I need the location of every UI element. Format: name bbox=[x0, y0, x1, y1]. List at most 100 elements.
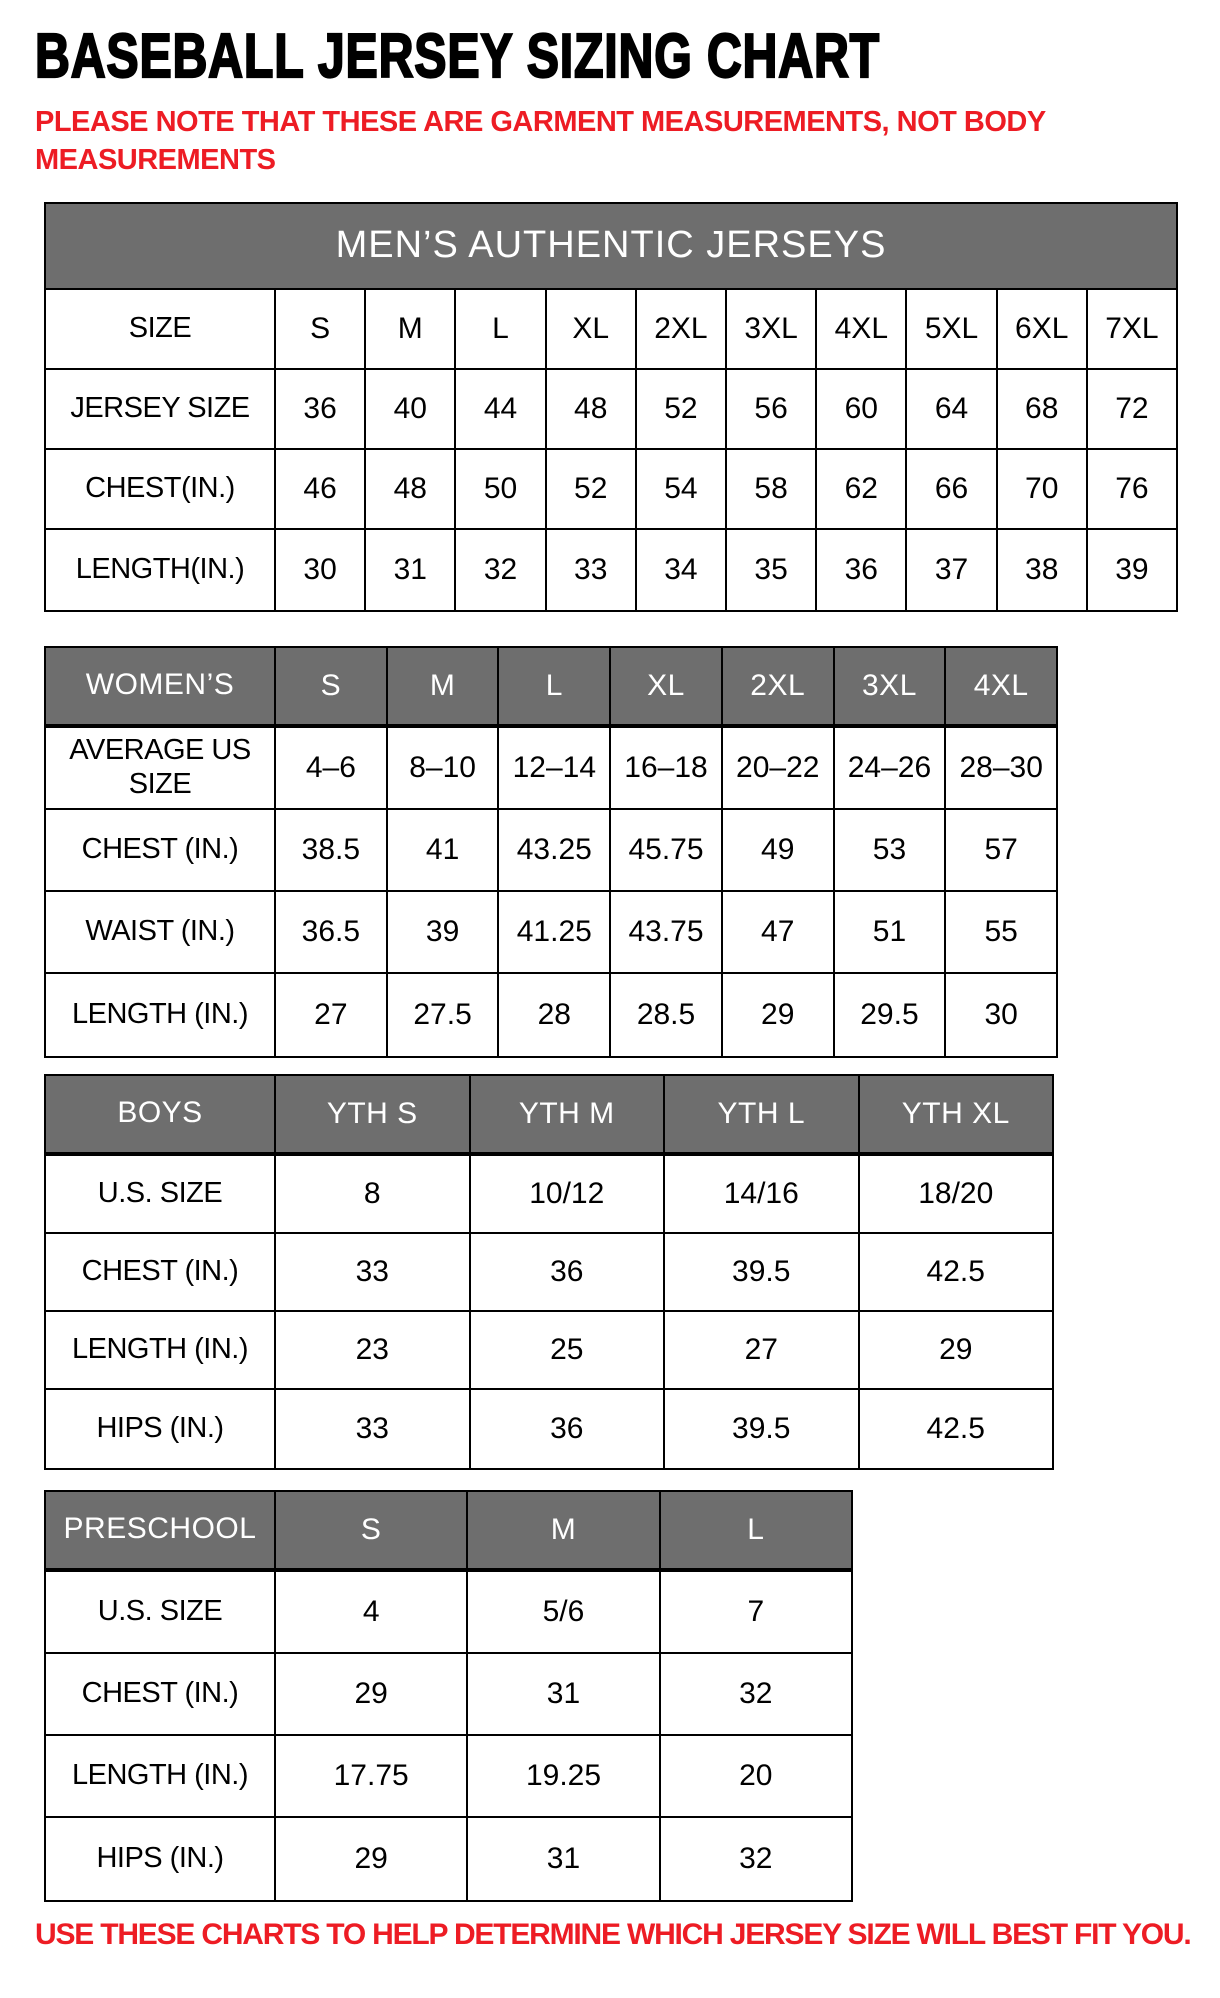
womens-cell-1-4-text: 49 bbox=[761, 832, 795, 866]
preschool-cell-3-0-text: 29 bbox=[354, 1841, 388, 1875]
mens-cell-3-2-text: 32 bbox=[483, 552, 518, 586]
boys-header-size-3: YTH XL bbox=[860, 1076, 1053, 1152]
boys-row-2-label: LENGTH (IN.) bbox=[46, 1311, 276, 1388]
boys-header-size-2-text: YTH L bbox=[717, 1096, 806, 1130]
womens-header-size-2-text: L bbox=[545, 668, 563, 702]
mens-cell-0-5-text: 3XL bbox=[744, 311, 798, 345]
boys-cell-2-2-text: 27 bbox=[744, 1332, 778, 1366]
preschool-cell-2-0: 17.75 bbox=[276, 1735, 469, 1816]
womens-cell-2-2: 41.25 bbox=[499, 891, 612, 972]
preschool-row-3: HIPS (IN.) 29 31 32 bbox=[46, 1817, 851, 1900]
preschool-row-0: U.S. SIZE 4 5/6 7 bbox=[46, 1571, 851, 1654]
womens-cell-2-2-text: 41.25 bbox=[516, 914, 592, 948]
womens-header-label: WOMEN’S bbox=[46, 647, 276, 724]
boys-cell-3-1-text: 36 bbox=[550, 1411, 584, 1445]
womens-row-2-label-text: WAIST (IN.) bbox=[85, 914, 235, 947]
page-title: BASEBALL JERSEY SIZING CHART bbox=[34, 22, 880, 91]
womens-cell-1-1-text: 41 bbox=[425, 832, 460, 866]
womens-cell-1-6: 57 bbox=[946, 810, 1056, 890]
womens-cell-0-2-text: 12–14 bbox=[512, 750, 597, 784]
mens-cell-3-1: 31 bbox=[366, 529, 457, 610]
boys-row-2-label-text: LENGTH (IN.) bbox=[71, 1332, 249, 1365]
mens-cell-0-4: 2XL bbox=[637, 289, 728, 368]
boys-cell-0-3: 18/20 bbox=[860, 1156, 1053, 1232]
womens-cell-1-3: 45.75 bbox=[611, 809, 723, 890]
womens-cell-1-5-text: 53 bbox=[872, 832, 907, 866]
preschool-row-1-label-text: CHEST (IN.) bbox=[81, 1676, 239, 1709]
mens-cell-2-8: 70 bbox=[998, 449, 1088, 528]
womens-cell-2-6: 55 bbox=[946, 892, 1056, 972]
boys-cell-2-1: 25 bbox=[471, 1311, 665, 1388]
mens-cell-1-2: 44 bbox=[456, 369, 547, 448]
preschool-cell-1-0-text: 29 bbox=[354, 1676, 388, 1710]
mens-cell-2-0-text: 46 bbox=[303, 471, 337, 505]
mens-row-1-label-text: JERSEY SIZE bbox=[70, 391, 250, 424]
mens-row-0: SIZE S M L XL 2XL 3XL 4XL 5XL 6XL 7XL bbox=[46, 289, 1176, 370]
mens-cell-2-5: 58 bbox=[727, 449, 818, 528]
preschool-cell-0-2: 7 bbox=[661, 1572, 851, 1652]
preschool-header-label: PRESCHOOL bbox=[46, 1491, 276, 1568]
preschool-row-2-label-text: LENGTH (IN.) bbox=[71, 1758, 249, 1791]
boys-cell-3-2: 39.5 bbox=[665, 1389, 860, 1468]
mens-cell-0-2-text: L bbox=[492, 311, 509, 345]
boys-cell-0-2-text: 14/16 bbox=[723, 1176, 799, 1210]
mens-cell-2-4: 54 bbox=[637, 449, 728, 528]
boys-row-0-label-text: U.S. SIZE bbox=[97, 1176, 223, 1209]
womens-cell-1-2: 43.25 bbox=[499, 809, 612, 890]
womens-header-row: WOMEN’S S M L XL 2XL 3XL 4XL bbox=[46, 647, 1056, 728]
boys-header-label-text: BOYS bbox=[117, 1096, 203, 1130]
womens-cell-1-2-text: 43.25 bbox=[516, 832, 592, 866]
preschool-cell-1-0: 29 bbox=[276, 1653, 469, 1734]
boys-cell-0-0: 8 bbox=[276, 1155, 471, 1232]
womens-cell-2-5: 51 bbox=[835, 891, 947, 972]
mens-cell-0-8-text: 6XL bbox=[1015, 311, 1069, 345]
preschool-row-1-label: CHEST (IN.) bbox=[46, 1653, 276, 1734]
mens-cell-3-9: 39 bbox=[1088, 530, 1176, 610]
mens-cell-0-7: 5XL bbox=[907, 289, 998, 368]
mens-cell-0-3-text: XL bbox=[572, 311, 610, 345]
mens-cell-3-7: 37 bbox=[907, 529, 998, 610]
womens-header-size-4: 2XL bbox=[723, 647, 835, 724]
boys-row-1: CHEST (IN.) 33 36 39.5 42.5 bbox=[46, 1233, 1052, 1312]
mens-cell-2-2: 50 bbox=[456, 449, 547, 528]
womens-cell-0-4-text: 20–22 bbox=[736, 750, 820, 784]
womens-cell-0-5-text: 24–26 bbox=[847, 750, 932, 784]
womens-cell-2-4-text: 47 bbox=[761, 914, 795, 948]
womens-cell-1-3-text: 45.75 bbox=[628, 832, 704, 866]
womens-cell-3-0-text: 27 bbox=[314, 997, 348, 1031]
mens-cell-2-1: 48 bbox=[366, 449, 457, 528]
mens-row-0-label: SIZE bbox=[46, 289, 276, 368]
garment-measurement-note: PLEASE NOTE THAT THESE ARE GARMENT MEASU… bbox=[35, 106, 1046, 177]
womens-header-size-5: 3XL bbox=[835, 647, 947, 724]
boys-header-label: BOYS bbox=[46, 1075, 276, 1152]
mens-cell-2-0: 46 bbox=[276, 449, 367, 528]
boys-header-size-1-text: YTH M bbox=[518, 1096, 615, 1130]
boys-cell-2-3-text: 29 bbox=[939, 1332, 973, 1366]
boys-cell-1-0-text: 33 bbox=[355, 1254, 389, 1288]
mens-row-2: CHEST(IN.) 46 48 50 52 54 58 62 66 70 76 bbox=[46, 449, 1176, 530]
mens-cell-1-1-text: 40 bbox=[393, 391, 427, 425]
womens-cell-0-1-text: 8–10 bbox=[409, 750, 476, 784]
boys-row-3: HIPS (IN.) 33 36 39.5 42.5 bbox=[46, 1389, 1052, 1468]
womens-cell-2-6-text: 55 bbox=[984, 914, 1018, 948]
womens-cell-2-3: 43.75 bbox=[611, 891, 723, 972]
womens-sizing-table: WOMEN’S S M L XL 2XL 3XL 4XL AVERAGE US SIZE 4–6 8… bbox=[44, 645, 1058, 1058]
womens-row-0: AVERAGE US SIZE 4–6 8–10 12–14 16–18 20–22 24–… bbox=[46, 727, 1056, 810]
mens-row-3-label: LENGTH(IN.) bbox=[46, 529, 276, 610]
mens-cell-0-6-text: 4XL bbox=[834, 311, 889, 345]
mens-cell-1-6-text: 60 bbox=[844, 391, 878, 425]
womens-row-3-label: LENGTH (IN.) bbox=[46, 973, 276, 1056]
mens-cell-3-8: 38 bbox=[998, 529, 1088, 610]
mens-cell-2-3: 52 bbox=[547, 449, 637, 528]
womens-header-size-6-text: 4XL bbox=[973, 668, 1029, 702]
mens-row-3-label-text: LENGTH(IN.) bbox=[75, 552, 245, 585]
preschool-header-size-2-text: L bbox=[747, 1512, 765, 1546]
preschool-header-size-1: M bbox=[468, 1491, 661, 1568]
womens-cell-1-0-text: 38.5 bbox=[301, 832, 361, 866]
womens-cell-2-1-text: 39 bbox=[425, 914, 460, 948]
womens-cell-2-4: 47 bbox=[723, 891, 835, 972]
mens-cell-2-5-text: 58 bbox=[754, 471, 788, 505]
mens-cell-0-7-text: 5XL bbox=[924, 311, 979, 345]
womens-header-label-text: WOMEN’S bbox=[85, 668, 235, 702]
mens-cell-1-4-text: 52 bbox=[664, 391, 698, 425]
